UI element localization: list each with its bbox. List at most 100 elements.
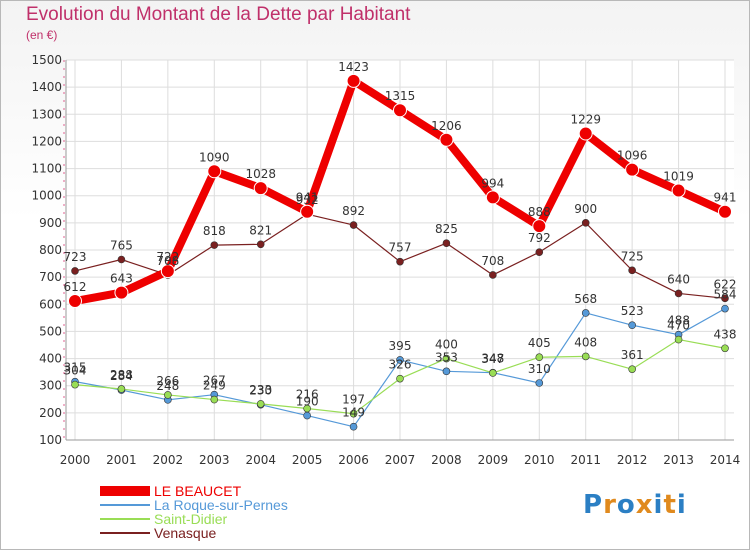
data-point bbox=[349, 221, 358, 229]
legend-swatch bbox=[100, 486, 150, 496]
data-label: 792 bbox=[528, 231, 551, 245]
data-label: 438 bbox=[714, 327, 737, 341]
data-point bbox=[535, 353, 544, 362]
data-label: 523 bbox=[621, 304, 644, 318]
data-label: 216 bbox=[296, 388, 319, 402]
y-tick-label: 1000 bbox=[31, 189, 62, 203]
legend-swatch bbox=[100, 532, 150, 534]
x-tick-label: 2012 bbox=[617, 453, 648, 467]
data-point bbox=[442, 354, 451, 363]
legend-label: La Roque-sur-Pernes bbox=[154, 497, 288, 513]
data-label: 266 bbox=[156, 374, 179, 388]
x-tick-label: 2004 bbox=[245, 453, 276, 467]
data-label: 1423 bbox=[338, 60, 369, 74]
data-label: 190 bbox=[296, 395, 319, 409]
data-label: 288 bbox=[110, 368, 133, 382]
data-label: 941 bbox=[714, 191, 737, 205]
data-point bbox=[721, 304, 729, 313]
data-point bbox=[71, 380, 79, 389]
chart-title: Evolution du Montant de la Dette par Hab… bbox=[26, 4, 411, 25]
legend-label: Venasque bbox=[154, 525, 217, 541]
data-point bbox=[256, 240, 265, 249]
data-label: 568 bbox=[574, 292, 597, 306]
y-tick-label: 600 bbox=[39, 297, 62, 311]
x-tick-label: 2001 bbox=[106, 453, 137, 467]
data-label: 267 bbox=[203, 374, 226, 388]
data-point bbox=[303, 404, 311, 413]
legend-swatch bbox=[100, 504, 150, 506]
data-point bbox=[489, 271, 497, 279]
data-label: 1096 bbox=[617, 149, 648, 163]
data-label: 941 bbox=[296, 191, 319, 205]
y-tick-label: 500 bbox=[39, 324, 62, 338]
data-label: 725 bbox=[621, 249, 644, 263]
data-point bbox=[721, 294, 729, 303]
data-label: 900 bbox=[574, 202, 597, 216]
data-label: 1206 bbox=[431, 119, 462, 133]
y-tick-label: 1200 bbox=[31, 134, 62, 148]
data-point bbox=[489, 369, 497, 377]
data-label: 353 bbox=[435, 350, 458, 364]
logo-letter: i bbox=[653, 490, 664, 520]
x-tick-label: 2009 bbox=[478, 453, 509, 467]
data-point bbox=[628, 365, 636, 373]
data-point bbox=[442, 367, 451, 376]
data-point bbox=[628, 321, 636, 329]
data-label: 1019 bbox=[663, 170, 694, 184]
data-label: 488 bbox=[667, 314, 690, 328]
y-tick-label: 400 bbox=[39, 352, 62, 366]
data-point bbox=[674, 335, 683, 344]
data-label: 470 bbox=[667, 319, 690, 333]
legend-swatch bbox=[100, 518, 150, 520]
data-label: 361 bbox=[621, 348, 644, 362]
data-point bbox=[671, 183, 686, 198]
y-tick-label: 300 bbox=[39, 379, 62, 393]
data-point bbox=[625, 162, 640, 177]
data-label: 149 bbox=[342, 406, 365, 420]
data-label: 825 bbox=[435, 222, 458, 236]
x-tick-label: 2006 bbox=[338, 453, 369, 467]
y-tick-label: 800 bbox=[39, 243, 62, 257]
data-point bbox=[256, 400, 265, 408]
logo-letter: i bbox=[676, 490, 687, 520]
data-label: 1229 bbox=[570, 113, 601, 127]
data-label: 622 bbox=[714, 277, 737, 291]
data-label: 640 bbox=[667, 272, 690, 286]
data-point bbox=[581, 219, 590, 227]
data-point bbox=[207, 164, 222, 179]
data-label: 233 bbox=[249, 383, 272, 397]
y-tick-label: 1300 bbox=[31, 107, 62, 121]
data-point bbox=[393, 103, 407, 118]
data-point bbox=[535, 379, 544, 387]
x-tick-label: 2005 bbox=[292, 453, 323, 467]
x-tick-label: 2011 bbox=[570, 453, 601, 467]
data-label: 304 bbox=[64, 364, 87, 378]
data-label: 1090 bbox=[199, 150, 230, 164]
data-point bbox=[439, 132, 454, 147]
data-label: 723 bbox=[64, 250, 87, 264]
data-point bbox=[349, 422, 358, 431]
y-tick-label: 100 bbox=[39, 433, 62, 447]
data-label: 932 bbox=[296, 193, 319, 207]
data-point bbox=[396, 356, 404, 364]
logo-letter: r bbox=[603, 490, 617, 520]
data-label: 405 bbox=[528, 336, 551, 350]
data-label: 1315 bbox=[385, 89, 416, 103]
data-point bbox=[117, 255, 126, 264]
data-point bbox=[303, 411, 311, 420]
data-point bbox=[535, 248, 544, 256]
data-label: 994 bbox=[481, 176, 504, 190]
data-point bbox=[349, 409, 358, 418]
x-tick-label: 2014 bbox=[710, 453, 741, 467]
logo-letter: t bbox=[663, 490, 677, 520]
x-tick-label: 2002 bbox=[153, 453, 184, 467]
data-label: 821 bbox=[249, 223, 272, 237]
data-point bbox=[442, 239, 451, 248]
x-tick-label: 2000 bbox=[60, 453, 91, 467]
data-point bbox=[71, 267, 79, 275]
data-point bbox=[581, 309, 590, 317]
data-label: 643 bbox=[110, 272, 133, 286]
data-label: 757 bbox=[389, 241, 412, 255]
x-tick-label: 2007 bbox=[385, 453, 416, 467]
data-point bbox=[164, 391, 172, 399]
